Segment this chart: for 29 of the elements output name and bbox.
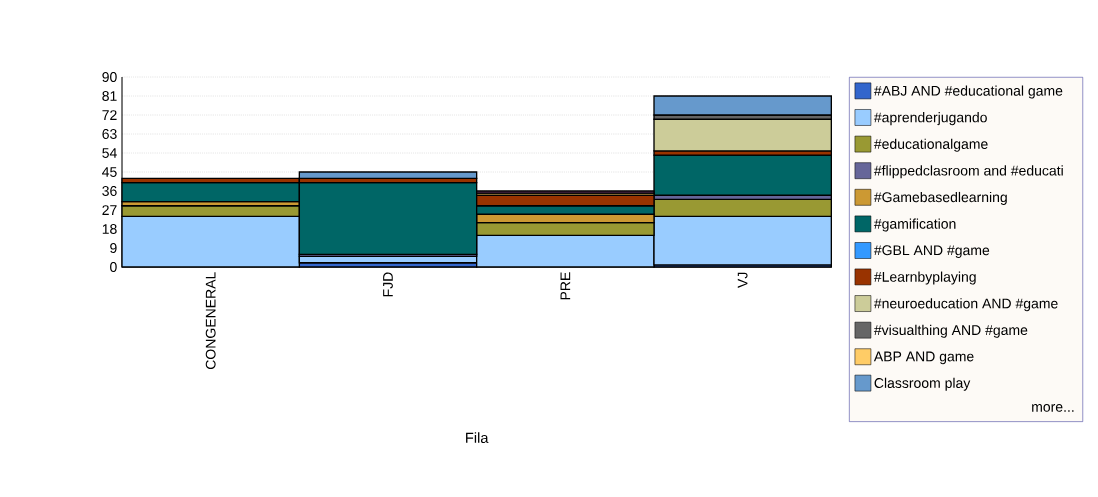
text: more... — [1032, 404, 1074, 412]
legend-label: Classroom play — [874, 377, 971, 391]
x-tick-label: CONGENERAL — [205, 272, 216, 370]
x-tick-label: PRE — [560, 272, 571, 300]
y-tick-label: 72 — [102, 110, 117, 120]
legend-label: #flippedclasroom and #educati — [873, 165, 1063, 179]
x-tick-label: VJ — [737, 272, 748, 288]
y-tick-label: 90 — [102, 72, 117, 82]
legend-label: #Learnbyplaying — [873, 271, 976, 285]
y-tick-label: 0 — [110, 262, 117, 272]
legend-label: #visualthing AND #game — [873, 324, 1028, 338]
legend-label: #educationalgame — [873, 138, 988, 152]
y-tick-label: 9 — [110, 243, 117, 253]
legend-label: ABP AND game — [873, 351, 974, 365]
legend-label: #Gamebasedlearning — [873, 191, 1007, 205]
x-axis-title: Fila — [466, 432, 489, 443]
y-tick-label: 63 — [102, 129, 117, 139]
legend-label: #aprenderjugando — [873, 112, 987, 126]
legend-label: #GBL AND #game — [873, 245, 990, 258]
y-tick-label: 18 — [102, 224, 117, 234]
legend-label: #neuroeducation AND #game — [873, 298, 1058, 312]
legend-label: #gamification — [873, 218, 956, 232]
y-tick-label: 45 — [102, 167, 117, 177]
y-tick-label: 81 — [102, 91, 117, 101]
y-tick-label: 36 — [102, 186, 117, 196]
x-tick-label: FJD — [383, 272, 393, 297]
y-tick-label: 54 — [102, 148, 117, 158]
y-tick-label: 27 — [102, 205, 117, 215]
legend-label: #ABJ AND #educational game — [873, 85, 1063, 99]
